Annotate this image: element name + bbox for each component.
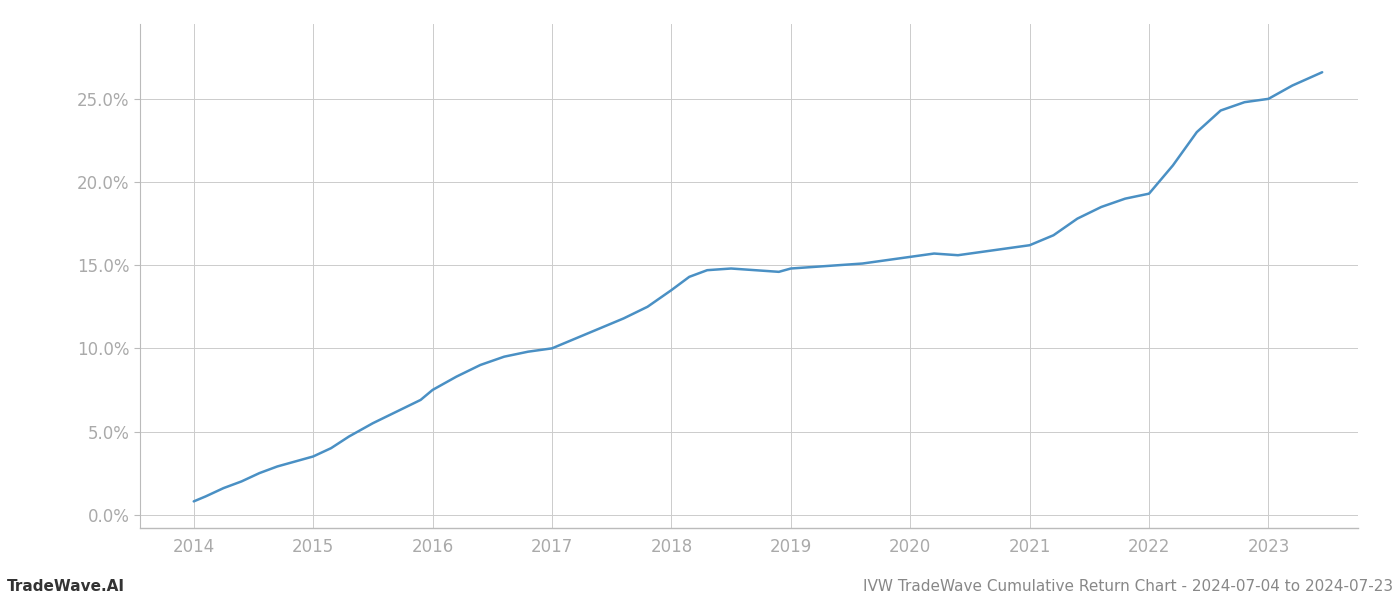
Text: TradeWave.AI: TradeWave.AI (7, 579, 125, 594)
Text: IVW TradeWave Cumulative Return Chart - 2024-07-04 to 2024-07-23: IVW TradeWave Cumulative Return Chart - … (862, 579, 1393, 594)
